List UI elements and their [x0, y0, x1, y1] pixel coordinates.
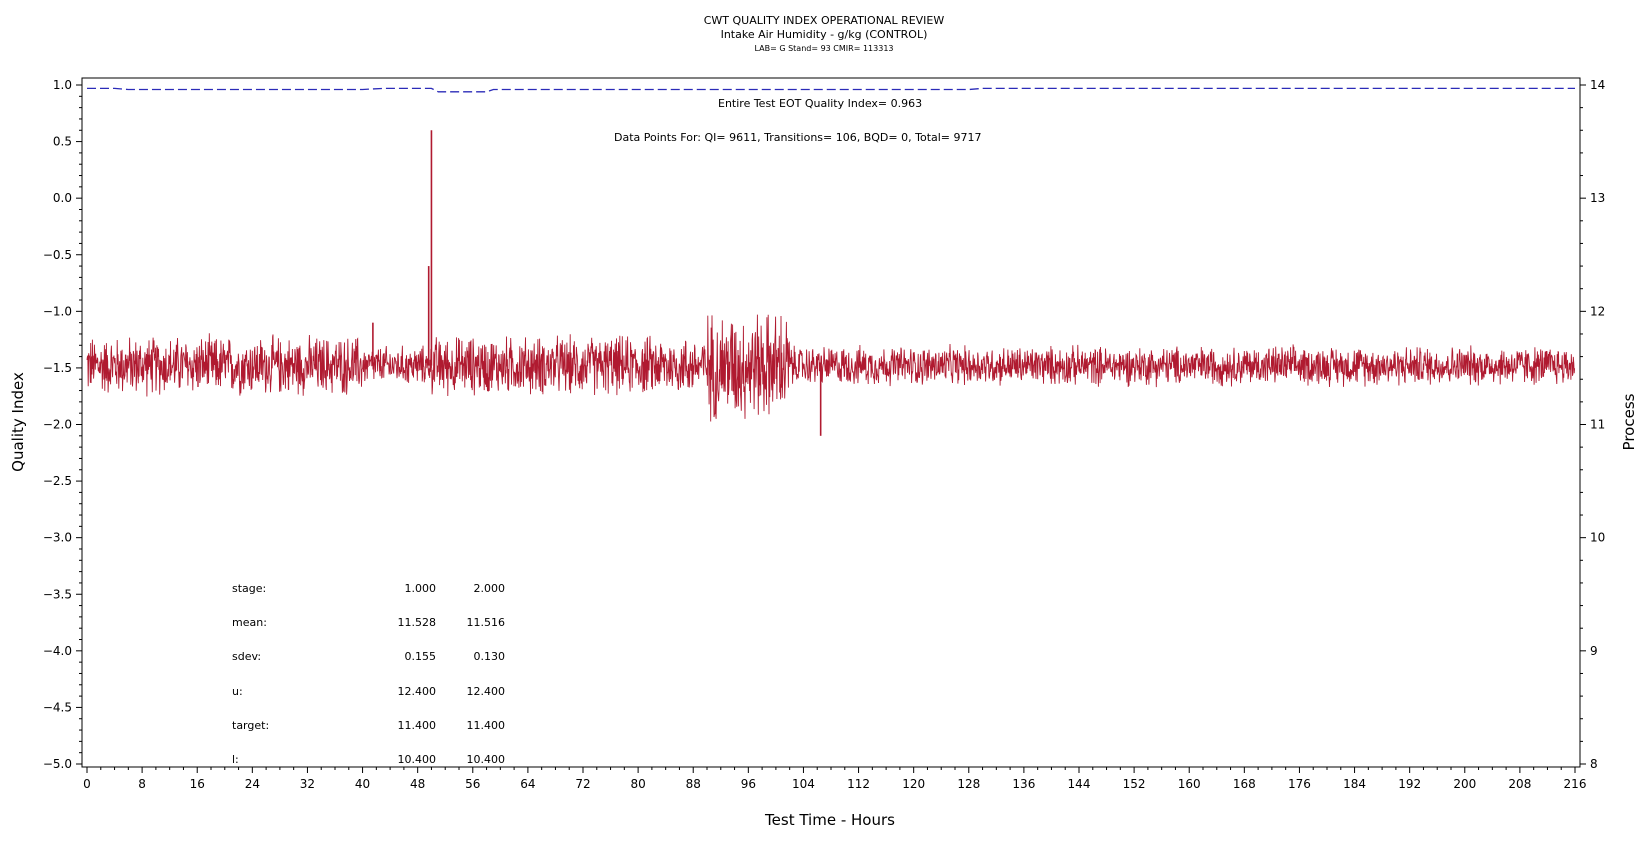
stats-v2-sdev: 0.130: [474, 650, 506, 663]
x-tick-label: 184: [1343, 777, 1366, 791]
x-tick-label: 192: [1398, 777, 1421, 791]
y-left-tick-label: −3.0: [43, 531, 72, 545]
stats-v2-mean: 11.516: [467, 616, 506, 629]
x-tick-label: 152: [1123, 777, 1146, 791]
x-tick-label: 72: [575, 777, 590, 791]
y-left-tick-label: −4.0: [43, 644, 72, 658]
x-tick-label: 64: [520, 777, 535, 791]
x-tick-label: 208: [1508, 777, 1531, 791]
y-right-tick-label: 11: [1590, 418, 1605, 432]
stats-label-sdev: sdev:: [232, 650, 261, 663]
chart-title: CWT QUALITY INDEX OPERATIONAL REVIEW: [704, 14, 945, 27]
x-tick-label: 168: [1233, 777, 1256, 791]
y-right-tick-label: 9: [1590, 644, 1598, 658]
x-tick-label: 216: [1564, 777, 1587, 791]
y-left-tick-label: −2.5: [43, 474, 72, 488]
stats-v2-u: 12.400: [467, 685, 506, 698]
x-tick-label: 16: [190, 777, 205, 791]
stats-v1-u: 12.400: [398, 685, 437, 698]
x-tick-label: 8: [138, 777, 146, 791]
y-left-tick-label: −1.5: [43, 361, 72, 375]
stats-v1-mean: 11.528: [398, 616, 437, 629]
stats-v1-stage: 1.000: [405, 582, 437, 595]
y-right-tick-label: 13: [1590, 191, 1605, 205]
x-tick-label: 144: [1068, 777, 1091, 791]
x-tick-label: 200: [1453, 777, 1476, 791]
x-tick-label: 160: [1178, 777, 1201, 791]
x-tick-label: 56: [465, 777, 480, 791]
series-process: [86, 130, 1576, 436]
stats-v1-target: 11.400: [398, 719, 437, 732]
y-axis-right: 14 13 12 11 10 9 8: [1580, 78, 1605, 771]
x-tick-label: 24: [245, 777, 260, 791]
stats-v1-sdev: 0.155: [405, 650, 437, 663]
y-left-tick-label: −1.0: [43, 304, 72, 318]
y-left-tick-label: −5.0: [43, 757, 72, 771]
x-tick-label: 96: [741, 777, 756, 791]
chart-subtitle: Intake Air Humidity - g/kg (CONTROL): [721, 28, 928, 41]
y-left-tick-label: −4.5: [43, 700, 72, 714]
process-trace: [86, 314, 1576, 422]
y-left-tick-label: 0.0: [53, 191, 72, 205]
x-tick-label: 88: [686, 777, 701, 791]
plot-frame: [81, 77, 1581, 768]
y-axis-left-label: Quality Index: [9, 372, 27, 472]
x-tick-label: 32: [300, 777, 315, 791]
stats-label-mean: mean:: [232, 616, 267, 629]
stats-label-stage: stage:: [232, 582, 266, 595]
stats-v2-stage: 2.000: [474, 582, 506, 595]
x-tick-label: 128: [957, 777, 980, 791]
y-right-tick-label: 12: [1590, 304, 1605, 318]
series-quality-index-line: [87, 87, 1575, 93]
x-tick-label: 120: [902, 777, 925, 791]
x-tick-label: 0: [83, 777, 91, 791]
stats-v2-target: 11.400: [467, 719, 506, 732]
x-tick-label: 176: [1288, 777, 1311, 791]
x-tick-label: 40: [355, 777, 370, 791]
annotation-eot-quality-index: Entire Test EOT Quality Index= 0.963: [718, 97, 922, 110]
stats-label-target: target:: [232, 719, 269, 732]
annotation-data-points: Data Points For: QI= 9611, Transitions= …: [614, 131, 982, 144]
x-tick-label: 80: [630, 777, 645, 791]
stats-label-u: u:: [232, 685, 243, 698]
y-left-tick-label: −3.5: [43, 587, 72, 601]
y-right-tick-label: 8: [1590, 757, 1598, 771]
x-axis: 0 8 16 24 32 40 48 56 64 72 80 88 96 104 112 120 128 136 1…: [83, 767, 1586, 791]
stats-v1-l: 10.400: [398, 753, 437, 766]
x-tick-label: 104: [792, 777, 815, 791]
y-axis-left: 1.0 0.5 0.0 −0.5 −1.0 −1.5 −2.0 −2.5 −3.0 −3.5 −4.…: [43, 78, 82, 771]
stats-label-l: l:: [232, 753, 239, 766]
y-axis-right-label: Process: [1620, 393, 1638, 450]
y-left-tick-label: −2.0: [43, 418, 72, 432]
y-right-tick-label: 14: [1590, 78, 1605, 92]
stats-table: stage: 1.000 2.000 mean: 11.528 11.516 s…: [232, 582, 505, 766]
y-left-tick-label: 1.0: [53, 78, 72, 92]
chart-subtitle-lab: LAB= G Stand= 93 CMIR= 113313: [754, 44, 893, 53]
x-tick-label: 48: [410, 777, 425, 791]
y-left-tick-label: 0.5: [53, 135, 72, 149]
y-right-tick-label: 10: [1590, 531, 1605, 545]
x-tick-label: 112: [847, 777, 870, 791]
stats-v2-l: 10.400: [467, 753, 506, 766]
x-axis-label: Test Time - Hours: [764, 811, 895, 829]
y-left-tick-label: −0.5: [43, 248, 72, 262]
x-tick-label: 136: [1012, 777, 1035, 791]
